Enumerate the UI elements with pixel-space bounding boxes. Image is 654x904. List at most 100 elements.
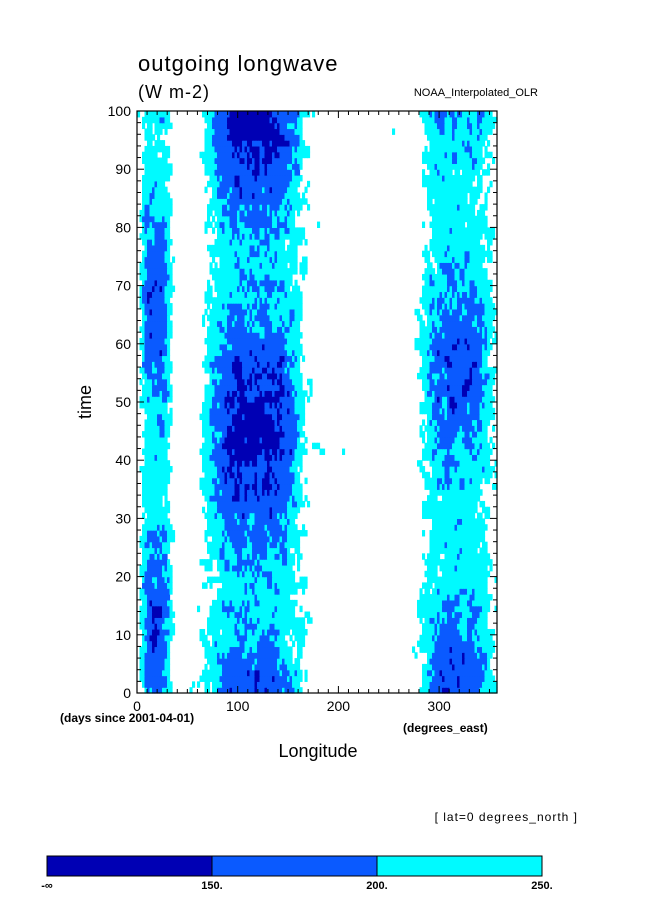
heatmap-cell xyxy=(279,442,283,450)
heatmap-cell xyxy=(277,355,281,362)
heatmap-cell xyxy=(224,687,228,694)
heatmap-cell xyxy=(262,489,266,496)
heatmap-cell xyxy=(154,628,158,636)
heatmap-cell xyxy=(144,378,148,386)
heatmap-cell xyxy=(267,617,271,624)
heatmap-cell xyxy=(239,512,243,519)
heatmap-cell xyxy=(297,669,301,677)
heatmap-cell xyxy=(429,564,433,572)
heatmap-cell xyxy=(149,547,153,554)
heatmap-cell xyxy=(294,524,298,531)
heatmap-cell xyxy=(219,564,223,572)
heatmap-cell xyxy=(479,553,483,560)
heatmap-cell xyxy=(487,640,491,648)
heatmap-cell xyxy=(434,477,438,485)
heatmap-cell xyxy=(294,343,298,351)
heatmap-cell xyxy=(147,413,151,421)
heatmap-cell xyxy=(459,588,463,595)
heatmap-cell xyxy=(457,390,461,397)
heatmap-cell xyxy=(264,454,268,461)
heatmap-cell xyxy=(452,454,456,461)
heatmap-cell xyxy=(152,524,156,531)
heatmap-cell xyxy=(207,326,211,333)
heatmap-cell xyxy=(142,530,146,537)
heatmap-cell xyxy=(279,599,283,607)
heatmap-cell xyxy=(152,570,156,578)
heatmap-cell xyxy=(437,669,441,677)
heatmap-cell xyxy=(434,530,438,537)
heatmap-cell xyxy=(222,553,226,560)
heatmap-cell xyxy=(239,623,243,630)
heatmap-cell xyxy=(162,384,166,391)
heatmap-cell xyxy=(449,611,453,618)
heatmap-cell xyxy=(244,413,248,421)
heatmap-cell xyxy=(472,594,476,601)
heatmap-cell xyxy=(457,431,461,438)
heatmap-cell xyxy=(424,483,428,490)
heatmap-cell xyxy=(464,355,468,362)
heatmap-cell xyxy=(279,448,283,455)
heatmap-cell xyxy=(434,361,438,368)
heatmap-cell xyxy=(259,617,263,624)
heatmap-cell xyxy=(267,663,271,671)
heatmap-cell xyxy=(452,332,456,339)
heatmap-cell xyxy=(252,343,256,351)
heatmap-cell xyxy=(292,599,296,607)
heatmap-cell xyxy=(244,675,248,682)
heatmap-cell xyxy=(452,436,456,444)
heatmap-cell xyxy=(282,518,286,525)
heatmap-cell xyxy=(302,588,306,595)
heatmap-cell xyxy=(469,594,473,601)
heatmap-cell xyxy=(457,436,461,444)
heatmap-cell xyxy=(159,402,163,409)
heatmap-cell xyxy=(244,326,248,333)
heatmap-cell xyxy=(264,349,268,357)
heatmap-cell xyxy=(164,524,168,531)
heatmap-cell xyxy=(472,506,476,514)
heatmap-cell xyxy=(224,506,228,514)
heatmap-cell xyxy=(419,402,423,409)
heatmap-cell xyxy=(277,634,281,642)
heatmap-cell xyxy=(482,466,486,473)
heatmap-cell xyxy=(289,646,293,653)
heatmap-cell xyxy=(429,314,433,322)
heatmap-cell xyxy=(244,390,248,397)
heatmap-cell xyxy=(434,576,438,584)
heatmap-cell xyxy=(439,396,443,403)
heatmap-cell xyxy=(249,687,253,694)
heatmap-cell xyxy=(247,448,251,455)
heatmap-cell xyxy=(222,477,226,485)
heatmap-cell xyxy=(494,483,498,490)
heatmap-cell xyxy=(159,524,163,531)
heatmap-cell xyxy=(484,669,488,677)
heatmap-cell xyxy=(449,570,453,578)
heatmap-cell xyxy=(169,588,173,595)
heatmap-cell xyxy=(467,413,471,421)
heatmap-cell xyxy=(227,535,231,543)
dataset-name: NOAA_Interpolated_OLR xyxy=(414,87,538,99)
heatmap-cell xyxy=(239,611,243,618)
heatmap-cell xyxy=(299,343,303,351)
heatmap-cell xyxy=(152,669,156,677)
heatmap-cell xyxy=(487,448,491,455)
heatmap-cell xyxy=(147,495,151,502)
heatmap-cell xyxy=(244,669,248,677)
heatmap-cell xyxy=(289,367,293,374)
heatmap-cell xyxy=(277,483,281,490)
heatmap-cell xyxy=(299,466,303,473)
heatmap-cell xyxy=(427,326,431,333)
heatmap-cell xyxy=(164,634,168,642)
heatmap-cell xyxy=(302,390,306,397)
heatmap-cell xyxy=(474,419,478,426)
heatmap-cell xyxy=(444,599,448,607)
heatmap-cell xyxy=(227,553,231,560)
heatmap-cell xyxy=(219,623,223,630)
heatmap-cell xyxy=(284,687,288,694)
heatmap-cell xyxy=(432,617,436,624)
heatmap-cell xyxy=(424,378,428,386)
heatmap-cell xyxy=(474,500,478,508)
heatmap-cell xyxy=(159,489,163,496)
heatmap-cell xyxy=(154,576,158,584)
chart-title: outgoing longwave xyxy=(138,51,338,76)
heatmap-cell xyxy=(459,634,463,642)
